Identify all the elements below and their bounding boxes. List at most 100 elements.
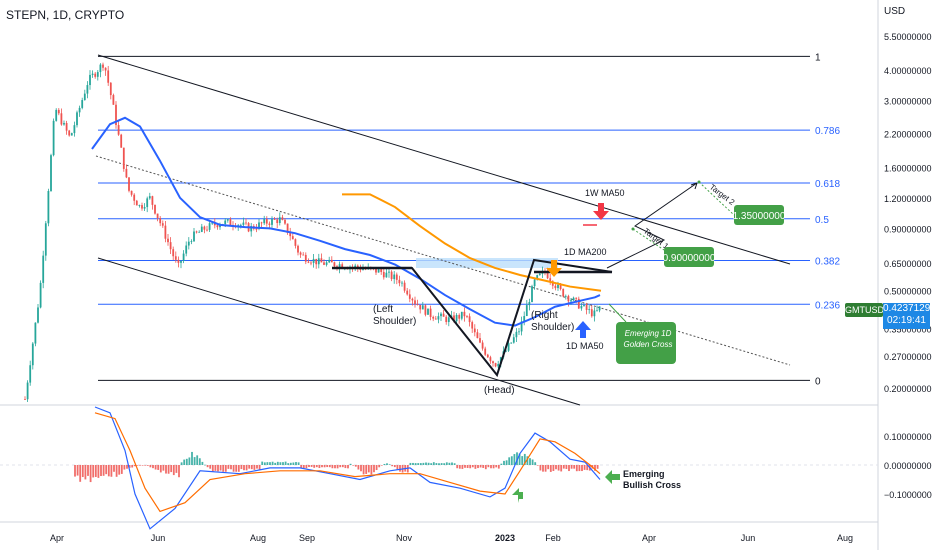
macd-bar — [224, 465, 227, 472]
candle — [479, 332, 481, 344]
chart-title: STEPN, 1D, CRYPTO — [6, 8, 125, 22]
macd-bar — [219, 465, 222, 471]
macd-bar — [409, 462, 412, 465]
candle — [468, 313, 471, 327]
y-tick-label: 1.60000000 — [884, 163, 932, 173]
candle — [151, 195, 154, 210]
macd-bar — [425, 462, 427, 465]
macd-bar — [393, 465, 396, 468]
candle — [182, 250, 185, 264]
macd-bar — [287, 463, 290, 465]
macd-bar — [170, 465, 173, 473]
macd-bar — [484, 465, 487, 470]
candle — [497, 360, 500, 369]
candle — [57, 108, 60, 116]
fib-zone — [416, 258, 558, 268]
candle-body — [414, 300, 416, 305]
fib-label: 0.382 — [815, 256, 840, 267]
macd-bar — [185, 458, 188, 465]
candle-body — [81, 100, 84, 108]
macd-bar — [157, 465, 160, 470]
macd-bar — [334, 465, 336, 469]
macd-bar — [367, 465, 370, 473]
macd-bar — [451, 462, 453, 465]
candle-body — [297, 245, 299, 253]
macd-bar — [492, 465, 495, 469]
candle-body — [395, 274, 398, 280]
candle-body — [65, 122, 68, 131]
candle-body — [109, 82, 112, 96]
macd-bar — [191, 451, 193, 465]
last-price-label: 0.42371292 02:19:41 — [883, 303, 932, 329]
candle — [89, 70, 91, 90]
candle-body — [42, 255, 45, 283]
candle — [403, 280, 406, 293]
candle — [291, 233, 294, 240]
macd-bar — [518, 453, 521, 465]
macd-bar — [573, 465, 576, 469]
candle-body — [24, 399, 26, 400]
candle-body — [375, 268, 377, 273]
target1-dot — [631, 227, 635, 231]
candle-body — [94, 73, 97, 77]
candle — [193, 228, 195, 242]
macd-bar — [113, 465, 115, 472]
candle-body — [216, 225, 219, 228]
candle-body — [206, 229, 208, 231]
candle — [447, 314, 450, 327]
macd-bar — [126, 465, 128, 469]
candle-body — [125, 168, 128, 178]
candle — [63, 120, 65, 126]
w-ma50-label: 1W MA50 — [585, 188, 625, 198]
candle-body — [273, 219, 276, 220]
candle-body — [281, 217, 284, 220]
macd-bar — [549, 465, 552, 472]
candle — [195, 230, 198, 234]
candle-body — [164, 225, 167, 239]
macd-bar — [419, 463, 422, 465]
macd-bar — [300, 465, 303, 468]
candle — [141, 202, 143, 211]
candle — [130, 190, 133, 197]
candle-body — [52, 120, 55, 156]
candle-body — [320, 258, 323, 263]
candle — [190, 239, 193, 245]
candle — [590, 305, 593, 318]
macd-bar — [162, 465, 165, 471]
macd-bar — [443, 463, 446, 465]
macd-bar — [378, 465, 381, 468]
candle-body — [86, 85, 89, 94]
candle — [585, 302, 588, 315]
candle — [406, 287, 409, 296]
macd-bar — [466, 465, 469, 468]
candle — [73, 121, 76, 137]
macd-right-arrow — [605, 470, 620, 484]
candle — [203, 225, 206, 234]
candle — [312, 253, 315, 268]
macd-bar — [375, 465, 378, 471]
macd-bar — [253, 465, 256, 470]
candle — [250, 222, 253, 237]
macd-bar — [308, 465, 310, 468]
candle — [86, 81, 89, 99]
candle — [169, 237, 172, 254]
candle — [489, 355, 492, 364]
candle — [382, 267, 385, 280]
macd-bar — [471, 465, 474, 468]
left-shoulder-label: (Left Shoulder) — [373, 304, 416, 327]
candle — [419, 304, 422, 314]
candle-body — [47, 190, 50, 224]
macd-bar — [422, 462, 425, 465]
candle-body — [304, 254, 307, 262]
candle-body — [312, 258, 315, 263]
macd-bar — [102, 465, 105, 476]
candle-body — [507, 343, 510, 351]
candle-body — [174, 256, 177, 260]
candle — [411, 297, 414, 306]
candle — [588, 305, 591, 314]
candle — [442, 309, 445, 317]
macd-histogram — [74, 451, 599, 483]
macd-bar — [313, 465, 316, 468]
